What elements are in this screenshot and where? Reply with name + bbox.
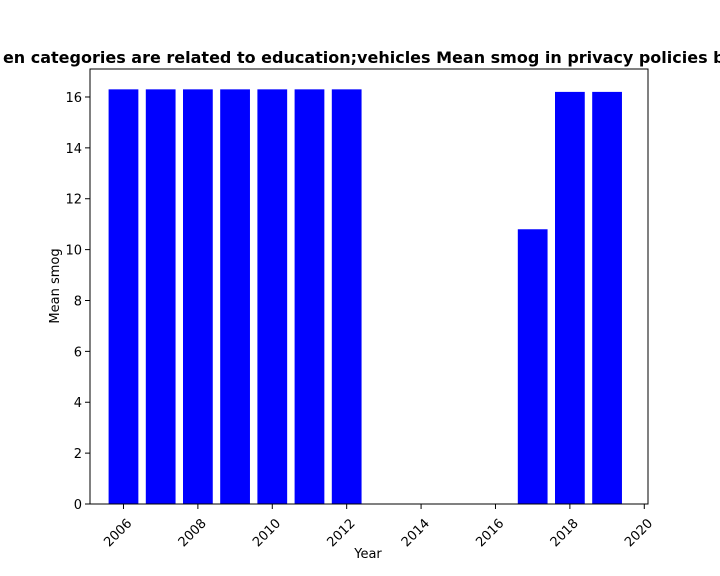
x-tick-label: 2018 [548, 516, 582, 550]
x-tick-label: 2016 [473, 516, 507, 550]
bar-2017 [517, 229, 548, 504]
x-axis-label: Year [353, 547, 382, 562]
bars-group [108, 89, 622, 504]
y-axis-label: Mean smog [48, 248, 63, 323]
bar-2019 [592, 91, 622, 504]
bar-2008 [183, 89, 213, 504]
bar-2012 [331, 89, 362, 504]
y-tick-label: 6 [74, 345, 82, 360]
y-tick-label: 0 [74, 498, 82, 513]
y-tick-label: 16 [65, 91, 82, 106]
y-tick-label: 10 [65, 244, 82, 259]
bar-2007 [145, 89, 176, 504]
x-tick-label: 2010 [250, 516, 284, 550]
bar-2006 [108, 89, 139, 504]
x-tick-label: 2006 [101, 516, 135, 550]
bar-2018 [555, 91, 585, 504]
x-tick-label: 2014 [399, 516, 433, 550]
x-tick-label: 2008 [176, 516, 210, 550]
y-tick-label: 8 [74, 294, 82, 309]
y-tick-label: 12 [65, 193, 82, 208]
y-tick-label: 2 [74, 447, 82, 462]
bar-2011 [294, 89, 325, 504]
x-tick-label: 2020 [622, 516, 656, 550]
bar-2009 [220, 89, 250, 504]
y-tick-label: 14 [65, 142, 82, 157]
plot-frame [89, 68, 649, 505]
bar-2010 [257, 89, 288, 504]
x-tick-label: 2012 [325, 516, 359, 550]
chart-title: en categories are related to education;v… [3, 48, 720, 67]
y-ticks-group: 0 2 4 6 8 10 12 14 16 [65, 91, 90, 513]
y-tick-label: 4 [74, 396, 82, 411]
x-ticks-group: 2006 2008 2010 2012 2014 2016 2018 2020 [101, 504, 656, 550]
